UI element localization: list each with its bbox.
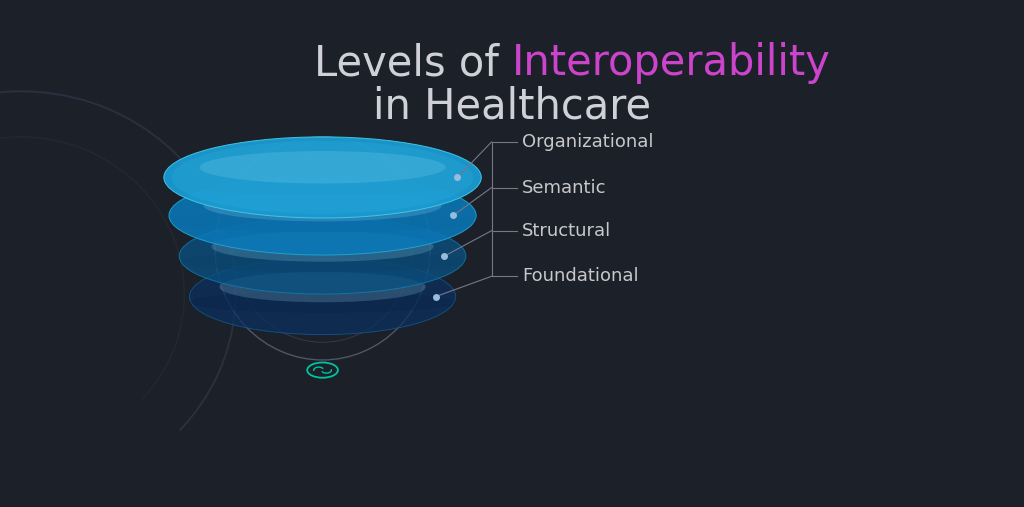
Ellipse shape — [211, 231, 434, 262]
Text: Interoperability: Interoperability — [512, 43, 830, 84]
Ellipse shape — [204, 190, 441, 222]
Text: Levels of: Levels of — [313, 43, 512, 84]
Ellipse shape — [219, 272, 426, 302]
Text: in Healthcare: in Healthcare — [373, 86, 651, 127]
Ellipse shape — [179, 218, 466, 294]
Text: Structural: Structural — [522, 222, 611, 240]
Ellipse shape — [189, 292, 456, 313]
Ellipse shape — [164, 172, 481, 195]
Ellipse shape — [200, 151, 445, 184]
Text: Organizational: Organizational — [522, 133, 653, 151]
Ellipse shape — [169, 176, 476, 255]
Text: Foundational: Foundational — [522, 267, 639, 285]
Ellipse shape — [189, 259, 456, 335]
Ellipse shape — [172, 141, 473, 214]
Ellipse shape — [164, 137, 481, 218]
Ellipse shape — [179, 251, 466, 272]
Ellipse shape — [169, 210, 476, 232]
Text: Semantic: Semantic — [522, 178, 607, 197]
